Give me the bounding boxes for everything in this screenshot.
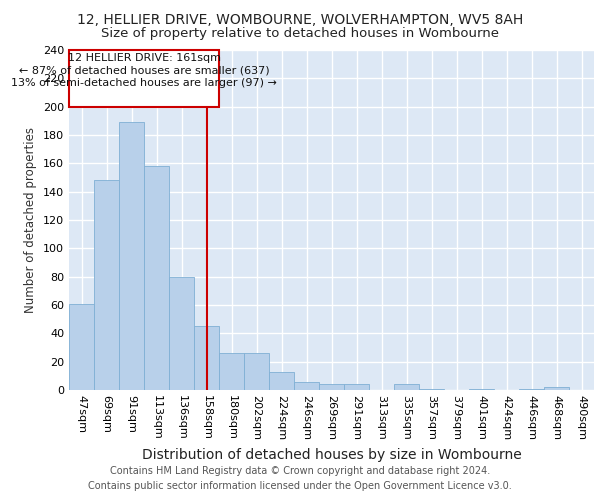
Text: ← 87% of detached houses are smaller (637): ← 87% of detached houses are smaller (63… [19,66,269,76]
Bar [94,180,119,390]
Y-axis label: Number of detached properties: Number of detached properties [25,127,37,313]
Bar [144,166,169,390]
Bar [394,384,419,390]
Bar [194,326,219,390]
Text: Size of property relative to detached houses in Wombourne: Size of property relative to detached ho… [101,28,499,40]
Bar [69,304,94,390]
Bar [519,388,544,390]
Bar [269,372,294,390]
X-axis label: Distribution of detached houses by size in Wombourne: Distribution of detached houses by size … [142,448,521,462]
Text: 12 HELLIER DRIVE: 161sqm: 12 HELLIER DRIVE: 161sqm [67,53,221,63]
Bar [319,384,344,390]
Bar [344,384,369,390]
Bar [294,382,319,390]
Bar [219,353,244,390]
Bar [469,388,494,390]
Bar [119,122,144,390]
Text: 12, HELLIER DRIVE, WOMBOURNE, WOLVERHAMPTON, WV5 8AH: 12, HELLIER DRIVE, WOMBOURNE, WOLVERHAMP… [77,12,523,26]
Bar [244,353,269,390]
Text: 13% of semi-detached houses are larger (97) →: 13% of semi-detached houses are larger (… [11,78,277,88]
Text: Contains HM Land Registry data © Crown copyright and database right 2024.: Contains HM Land Registry data © Crown c… [110,466,490,476]
Bar [544,387,569,390]
Bar [169,276,194,390]
Text: Contains public sector information licensed under the Open Government Licence v3: Contains public sector information licen… [88,481,512,491]
FancyBboxPatch shape [69,50,219,106]
Bar [419,388,444,390]
